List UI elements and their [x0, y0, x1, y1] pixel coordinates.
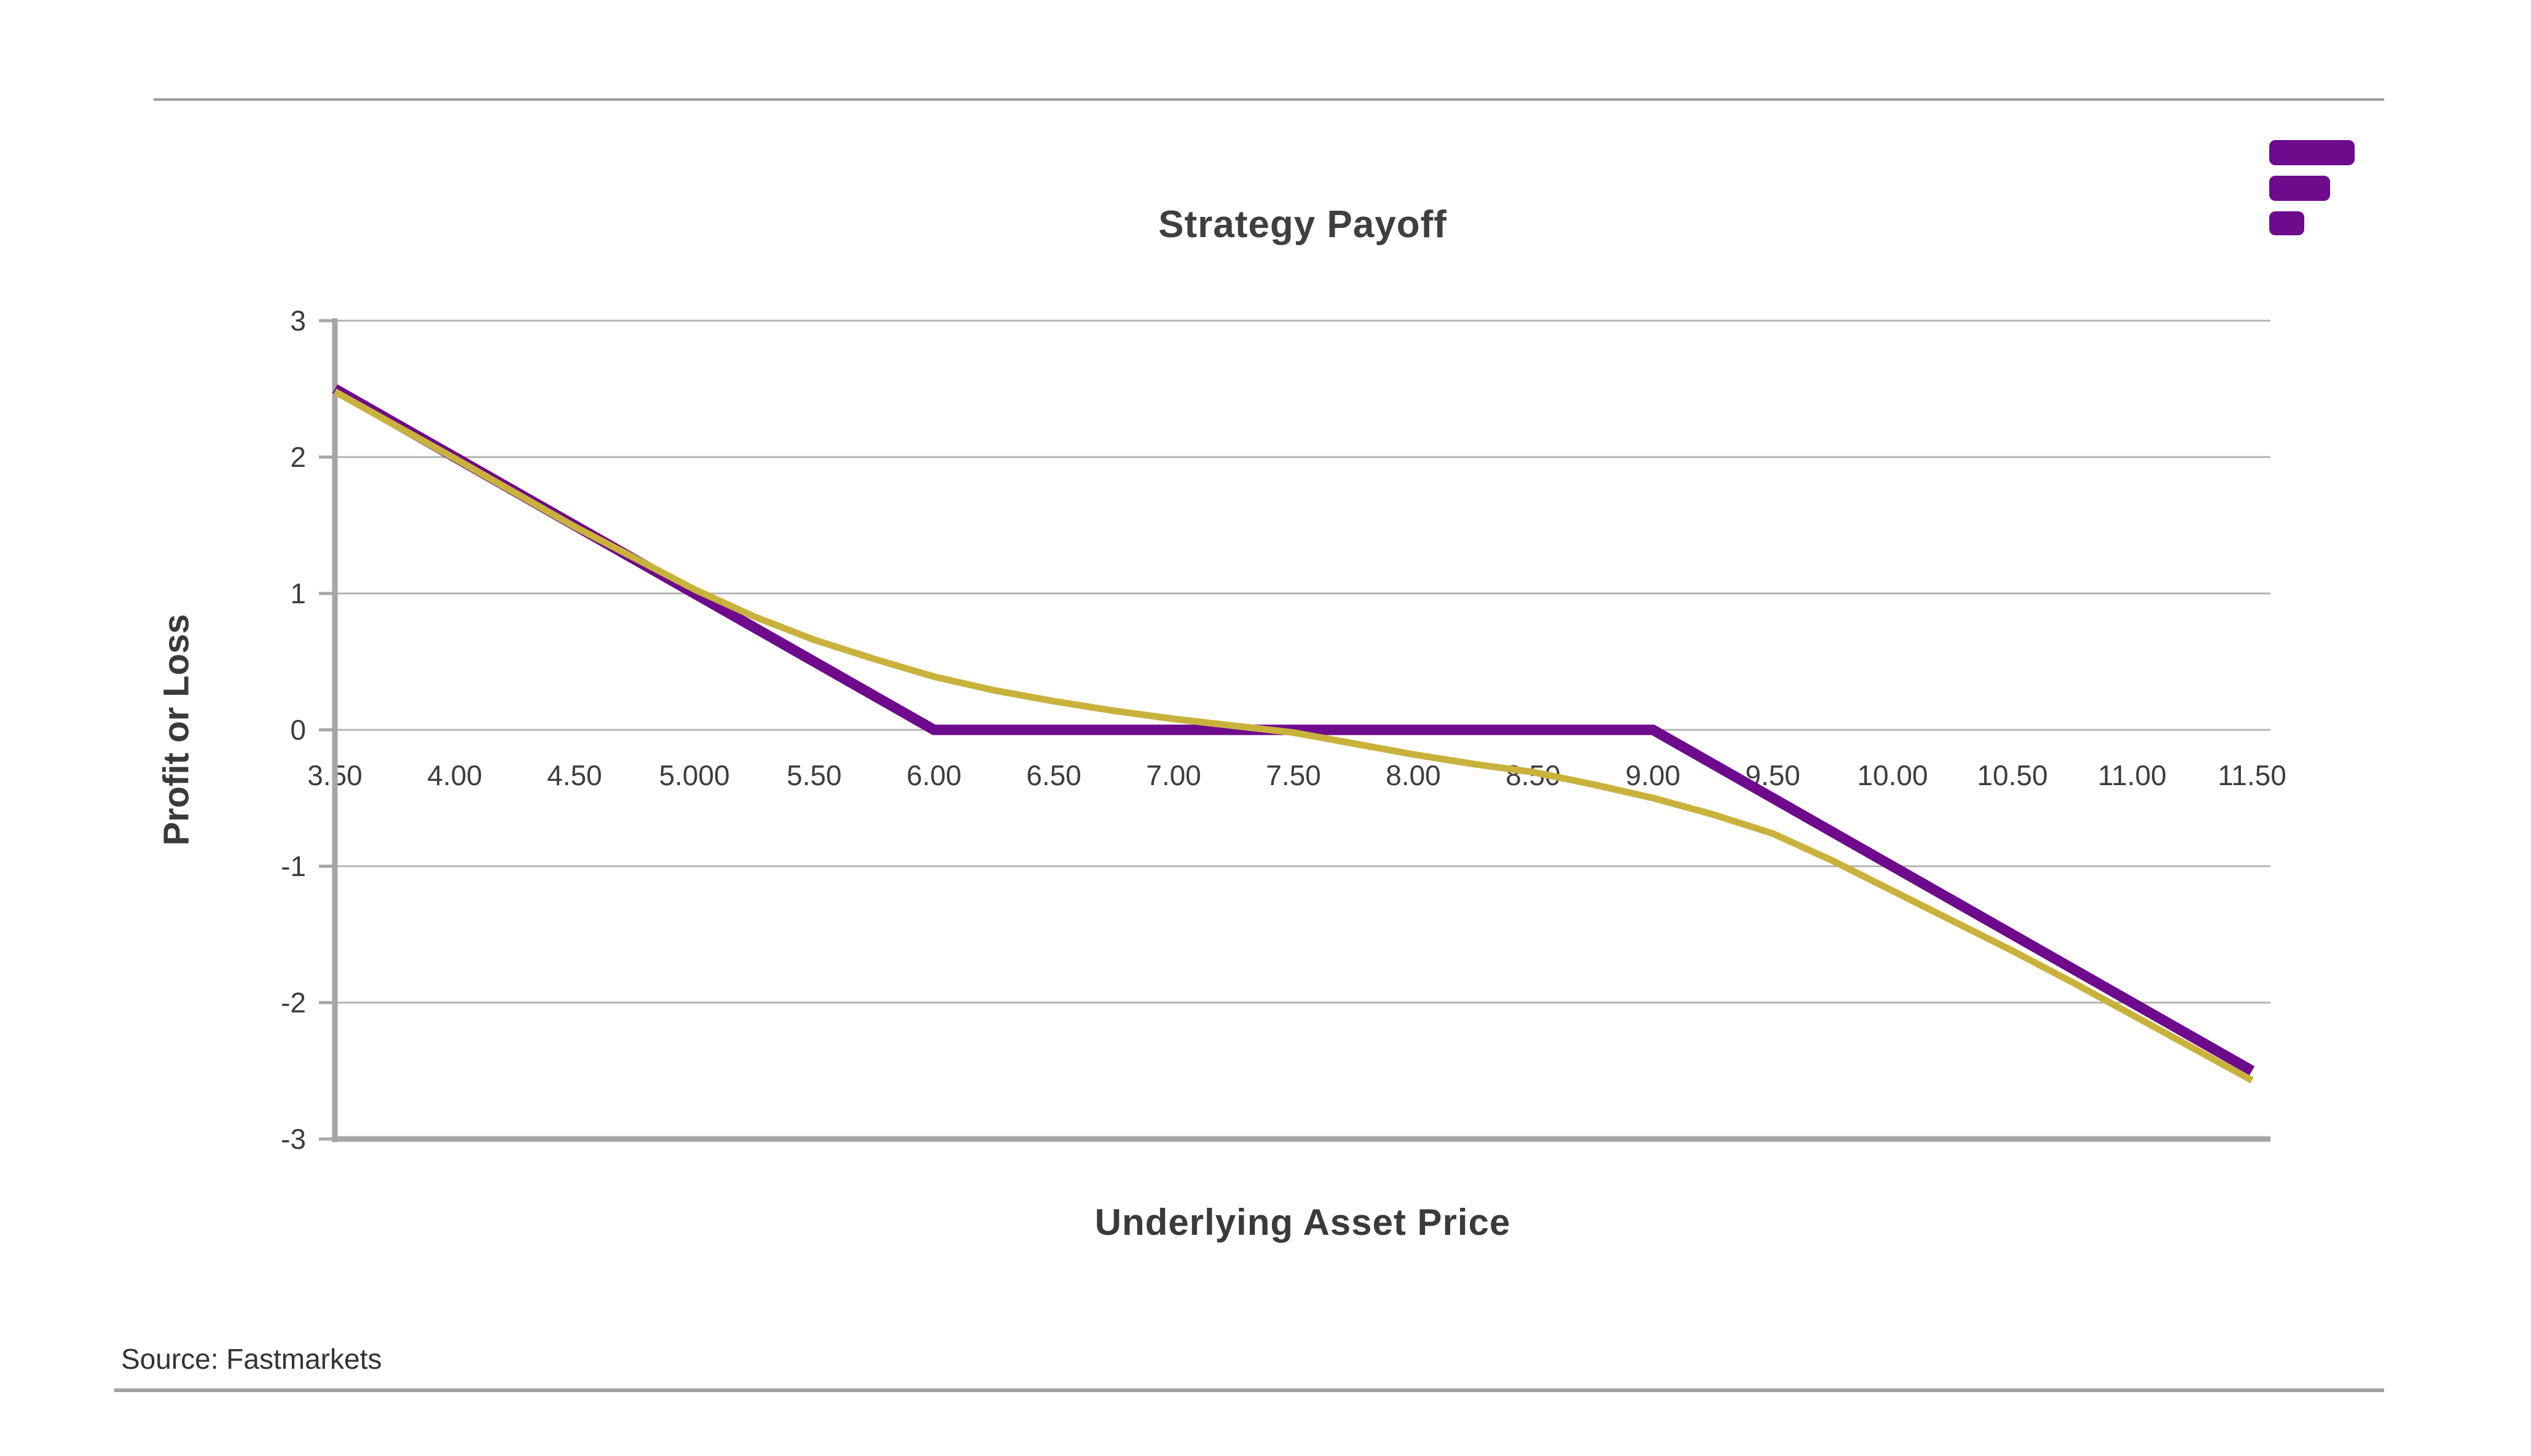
- y-axis-title: Profit or Loss: [156, 614, 197, 846]
- fastmarkets-logo: [2269, 140, 2392, 246]
- logo-bar-top: [2269, 140, 2355, 165]
- top-divider: [154, 98, 2384, 101]
- logo-bar-middle: [2269, 176, 2330, 201]
- x-tick-label: 11.50: [2218, 759, 2286, 791]
- x-tick-label: 8.00: [1386, 759, 1441, 791]
- x-tick-label: 11.00: [2098, 759, 2167, 791]
- x-axis-title: Underlying Asset Price: [1094, 1202, 1511, 1243]
- logo-bar-bottom: [2269, 211, 2304, 235]
- x-tick-label: 5.000: [659, 759, 729, 791]
- bottom-divider: [114, 1388, 2384, 1392]
- x-tick-label: 4.50: [547, 759, 602, 791]
- x-tick-label: 7.00: [1146, 759, 1201, 791]
- y-tick-label: -2: [281, 987, 306, 1019]
- x-tick-label: 9.00: [1625, 759, 1681, 791]
- x-tick-label: 7.50: [1266, 759, 1321, 791]
- y-tick-label: 3: [290, 305, 306, 337]
- y-tick-label: -1: [281, 850, 306, 882]
- x-tick-label: 10.50: [1977, 759, 2047, 791]
- y-tick-label: 0: [290, 714, 306, 746]
- series-line-strategy-value-curve: [333, 388, 2254, 1084]
- x-tick-label: 6.00: [906, 759, 962, 791]
- x-tick-label: 4.00: [427, 759, 482, 791]
- x-tick-label: 5.50: [787, 759, 842, 791]
- y-tick-label: -3: [281, 1123, 306, 1155]
- x-tick-label: 10.00: [1857, 759, 1928, 791]
- source-note: Source: Fastmarkets: [121, 1343, 382, 1375]
- y-tick-label: 1: [290, 577, 306, 609]
- x-tick-label: 6.50: [1026, 759, 1081, 791]
- chart-title: Strategy Payoff: [1158, 203, 1447, 246]
- y-tick-label: 2: [290, 441, 306, 473]
